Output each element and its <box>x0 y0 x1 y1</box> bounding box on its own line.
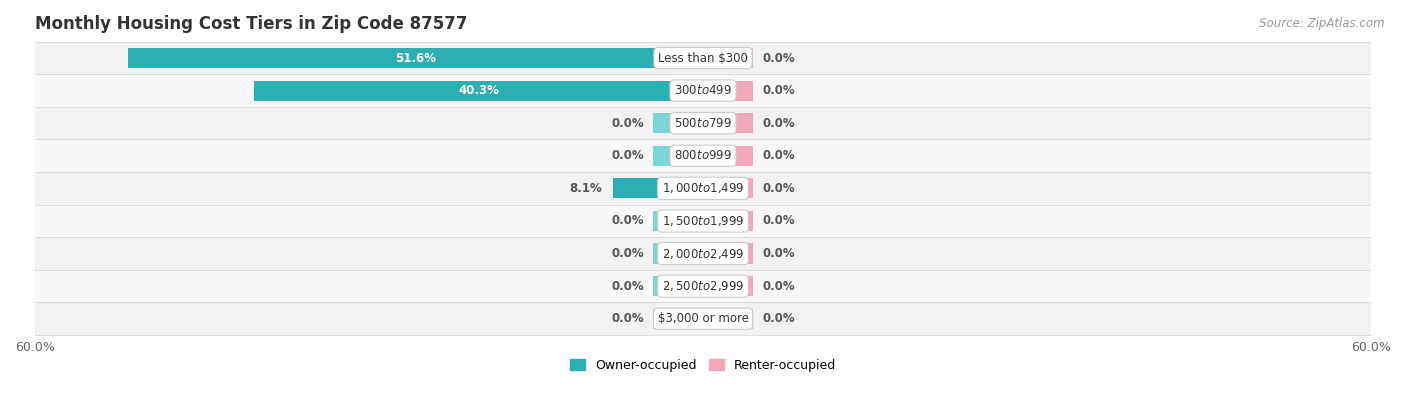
Text: 40.3%: 40.3% <box>458 84 499 97</box>
Bar <box>35 172 1371 205</box>
Text: 0.0%: 0.0% <box>612 312 644 325</box>
Text: Less than $300: Less than $300 <box>658 51 748 64</box>
Text: 0.0%: 0.0% <box>762 247 794 260</box>
Text: $500 to $799: $500 to $799 <box>673 117 733 130</box>
Text: 0.0%: 0.0% <box>612 247 644 260</box>
Text: $2,000 to $2,499: $2,000 to $2,499 <box>662 247 744 261</box>
Bar <box>652 309 703 329</box>
Text: Monthly Housing Cost Tiers in Zip Code 87577: Monthly Housing Cost Tiers in Zip Code 8… <box>35 15 467 33</box>
Text: 51.6%: 51.6% <box>395 51 436 64</box>
Text: 0.0%: 0.0% <box>612 280 644 293</box>
Text: 0.0%: 0.0% <box>762 117 794 130</box>
Text: 0.0%: 0.0% <box>762 84 794 97</box>
Bar <box>703 178 754 198</box>
Text: 0.0%: 0.0% <box>612 215 644 227</box>
Text: $1,000 to $1,499: $1,000 to $1,499 <box>662 181 744 195</box>
Bar <box>652 146 703 166</box>
Text: 0.0%: 0.0% <box>762 280 794 293</box>
Bar <box>35 74 1371 107</box>
Bar <box>35 205 1371 237</box>
Bar <box>652 113 703 133</box>
Text: $3,000 or more: $3,000 or more <box>658 312 748 325</box>
Bar <box>613 178 703 198</box>
Text: 0.0%: 0.0% <box>612 149 644 162</box>
Bar <box>35 42 1371 74</box>
Text: 0.0%: 0.0% <box>762 51 794 64</box>
Text: 0.0%: 0.0% <box>612 117 644 130</box>
Bar <box>703 81 754 101</box>
Bar <box>652 276 703 296</box>
Bar <box>703 113 754 133</box>
Text: 0.0%: 0.0% <box>762 149 794 162</box>
Text: Source: ZipAtlas.com: Source: ZipAtlas.com <box>1260 17 1385 29</box>
Bar <box>254 81 703 101</box>
Bar <box>35 139 1371 172</box>
Text: $300 to $499: $300 to $499 <box>673 84 733 97</box>
Bar <box>652 211 703 231</box>
Bar <box>703 146 754 166</box>
Text: 8.1%: 8.1% <box>569 182 602 195</box>
Bar <box>703 244 754 264</box>
Bar <box>703 211 754 231</box>
Bar <box>703 48 754 68</box>
Text: $800 to $999: $800 to $999 <box>673 149 733 162</box>
Legend: Owner-occupied, Renter-occupied: Owner-occupied, Renter-occupied <box>569 359 837 372</box>
Text: $1,500 to $1,999: $1,500 to $1,999 <box>662 214 744 228</box>
Bar <box>35 237 1371 270</box>
Bar <box>35 270 1371 303</box>
Text: 0.0%: 0.0% <box>762 215 794 227</box>
Bar <box>35 303 1371 335</box>
Bar <box>35 107 1371 139</box>
Text: 0.0%: 0.0% <box>762 182 794 195</box>
Bar <box>703 309 754 329</box>
Text: 0.0%: 0.0% <box>762 312 794 325</box>
Bar <box>703 276 754 296</box>
Bar <box>652 244 703 264</box>
Bar <box>128 48 703 68</box>
Text: $2,500 to $2,999: $2,500 to $2,999 <box>662 279 744 293</box>
